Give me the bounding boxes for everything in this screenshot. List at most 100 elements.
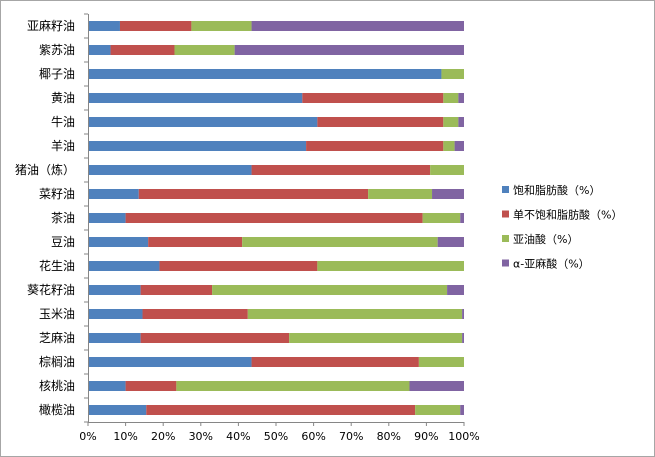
bar-segment-14-2 [418, 357, 464, 367]
x-tick-labels: 0% 10% 20% 30% 40% 50% 60% 70% 80% 90% 100% [79, 430, 479, 443]
bar-segment-11-1 [140, 285, 213, 295]
x-tick-label: 40% [226, 430, 250, 443]
bar-segment-11-3 [447, 285, 464, 295]
bar-segment-12-3 [462, 309, 464, 319]
bar-segment-1-2 [174, 45, 235, 55]
bar-segment-0-0 [88, 21, 120, 31]
legend-label: 亚油酸（%） [513, 232, 578, 246]
bar-segment-4-0 [88, 117, 318, 127]
bar-segment-9-2 [242, 237, 438, 247]
bar-segment-7-0 [88, 189, 139, 199]
x-tick-label: 10% [113, 430, 137, 443]
category-label: 芝麻油 [39, 330, 75, 345]
x-tick-label: 60% [301, 430, 325, 443]
category-label: 茶油 [51, 210, 75, 225]
legend-label: 单不饱和脂肪酸（%） [513, 208, 622, 222]
bar-segment-14-0 [88, 357, 252, 367]
bar-segment-9-3 [437, 237, 464, 247]
bar-segment-5-1 [306, 141, 444, 151]
bar-segment-12-1 [142, 309, 248, 319]
x-tick-label: 90% [414, 430, 438, 443]
bar-segment-3-1 [302, 93, 444, 103]
axes-group [84, 13, 465, 426]
bar-segment-10-0 [88, 261, 160, 271]
bar-segment-6-1 [251, 165, 431, 175]
bar-segment-4-1 [317, 117, 444, 127]
bar-segment-0-2 [191, 21, 252, 31]
bar-segment-13-0 [88, 333, 141, 343]
bar-segment-13-3 [462, 333, 464, 343]
bar-segment-1-1 [110, 45, 175, 55]
bar-segment-10-1 [159, 261, 318, 271]
category-label: 玉米油 [39, 307, 75, 321]
x-tick-label: 20% [151, 430, 175, 443]
category-label: 紫苏油 [39, 43, 75, 57]
bar-segment-1-3 [234, 45, 464, 55]
bar-segment-11-2 [212, 285, 448, 295]
category-label: 羊油 [51, 138, 75, 153]
x-tick-label: 30% [189, 430, 213, 443]
bar-segment-9-1 [148, 237, 243, 247]
bars-group [88, 21, 464, 415]
legend-swatch [502, 186, 509, 193]
legend-label: α-亚麻酸（%） [513, 257, 590, 271]
bar-segment-16-1 [146, 405, 416, 415]
bar-segment-7-1 [138, 189, 369, 199]
bar-segment-4-2 [443, 117, 459, 127]
bar-segment-12-2 [247, 309, 463, 319]
category-label: 葵花籽油 [27, 282, 75, 297]
bar-segment-1-0 [88, 45, 111, 55]
bar-segment-8-3 [460, 213, 464, 223]
bar-segment-13-1 [140, 333, 290, 343]
bar-segment-2-0 [88, 69, 442, 79]
bar-segment-3-3 [458, 93, 464, 103]
bar-segment-15-2 [176, 381, 410, 391]
category-label: 亚麻籽油 [27, 18, 75, 33]
bar-segment-8-2 [422, 213, 461, 223]
bar-segment-0-1 [119, 21, 192, 31]
x-tick-label: 100% [448, 430, 479, 443]
bar-segment-14-1 [251, 357, 419, 367]
category-label: 核桃油 [39, 378, 75, 393]
category-label: 菜籽油 [39, 187, 75, 201]
bar-segment-15-0 [88, 381, 126, 391]
legend-swatch [502, 259, 509, 267]
bar-segment-15-1 [125, 381, 177, 391]
bar-segment-7-3 [432, 189, 464, 199]
category-label: 豆油 [51, 235, 75, 249]
legend-swatch [502, 210, 509, 218]
bar-segment-16-0 [88, 405, 147, 415]
bar-segment-13-2 [289, 333, 463, 343]
bar-segment-4-3 [458, 117, 464, 127]
category-label: 黄油 [51, 91, 75, 105]
bar-segment-5-0 [88, 141, 307, 151]
bar-segment-11-0 [88, 285, 141, 295]
bar-segment-8-1 [125, 213, 423, 223]
category-label: 牛油 [51, 114, 75, 129]
bar-segment-5-2 [443, 141, 455, 151]
x-tick-label: 50% [264, 430, 288, 443]
bar-segment-10-2 [317, 261, 464, 271]
bar-segment-7-2 [368, 189, 433, 199]
bar-segment-3-2 [443, 93, 459, 103]
bar-segment-2-2 [441, 69, 464, 79]
bar-segment-15-3 [409, 381, 464, 391]
bar-segment-9-0 [88, 237, 149, 247]
legend: 饱和脂肪酸（%） 单不饱和脂肪酸（%） 亚油酸（%） α-亚麻酸（%） [502, 183, 622, 271]
bar-segment-3-0 [88, 93, 303, 103]
bar-segment-6-2 [430, 165, 464, 175]
category-label: 花生油 [39, 258, 75, 273]
x-tick-label: 0% [79, 430, 96, 443]
category-label: 椰子油 [39, 66, 75, 81]
bar-segment-6-0 [88, 165, 252, 175]
bar-segment-16-3 [460, 405, 464, 415]
category-label: 猪油（炼） [15, 162, 75, 177]
legend-swatch [502, 235, 509, 242]
bar-segment-8-0 [88, 213, 126, 223]
bar-segment-16-2 [415, 405, 461, 415]
legend-label: 饱和脂肪酸（%） [513, 183, 600, 197]
x-tick-label: 70% [339, 430, 363, 443]
bar-segment-12-0 [88, 309, 143, 319]
